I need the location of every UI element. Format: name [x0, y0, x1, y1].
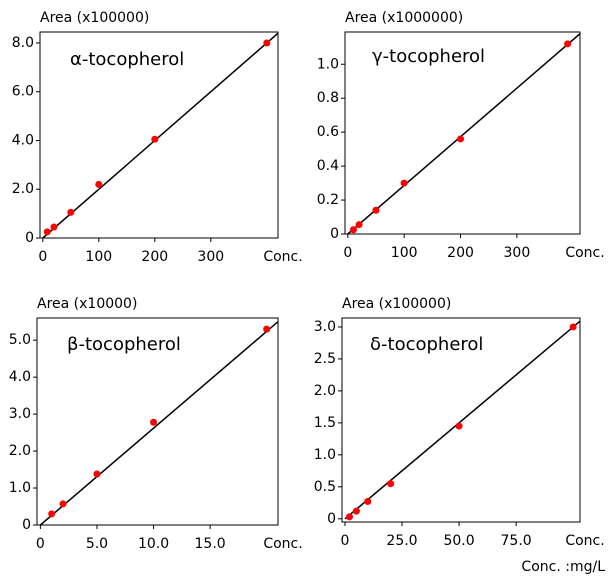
panel-title: γ-tocopherol: [372, 46, 485, 67]
y-tick-label: 0.4: [317, 158, 339, 174]
x-tick-label: 300: [197, 249, 224, 265]
fit-line: [347, 33, 580, 234]
data-point: [349, 226, 357, 234]
data-point: [457, 135, 465, 143]
y-tick-label: 1.0: [314, 447, 336, 463]
data-point: [50, 223, 58, 231]
data-point: [387, 480, 395, 488]
data-point: [352, 507, 360, 515]
panel: Area (x100000) Conc. α-tocopherol 0 2.0 4.0 6.…: [12, 10, 303, 265]
fit-line: [39, 321, 278, 525]
y-tick-label: 0.2: [317, 192, 339, 208]
x-axis-label: Conc.: [565, 533, 604, 549]
y-tick-label: 4.0: [9, 369, 31, 385]
data-point: [48, 510, 56, 518]
x-tick-label: 0: [36, 536, 45, 552]
plot-frame: [341, 317, 581, 523]
data-point: [564, 40, 572, 48]
panel-title: β-tocopherol: [67, 334, 181, 355]
x-tick-label: 0: [38, 249, 47, 265]
x-tick-label: 5.0: [86, 536, 108, 552]
y-tick-label: 2.0: [12, 181, 34, 197]
y-tick-label: 1.0: [317, 56, 339, 72]
x-tick-label: 100: [85, 249, 112, 265]
y-tick-label: 3.0: [9, 406, 31, 422]
y-axis-label: Area (x100000): [342, 296, 451, 312]
data-point: [355, 221, 363, 229]
data-point: [263, 39, 271, 47]
y-tick-label: 0.8: [317, 90, 339, 106]
fit-line: [344, 320, 580, 520]
x-tick-label: 300: [504, 245, 531, 261]
x-tick-label: 15.0: [195, 536, 226, 552]
panel: Area (x100000) Conc. δ-tocopherol 0 0.5 1.0 1.…: [314, 296, 605, 549]
x-axis-label: Conc.: [263, 249, 302, 265]
y-tick-label: 3.0: [314, 319, 336, 335]
x-tick-label: 200: [141, 249, 168, 265]
y-tick-label: 8.0: [12, 35, 34, 51]
y-tick-label: 1.0: [9, 480, 31, 496]
x-tick-label: 75.0: [501, 533, 532, 549]
panel-title: δ-tocopherol: [370, 334, 483, 355]
data-point: [95, 180, 103, 188]
data-point: [150, 418, 158, 426]
y-tick-label: 2.0: [9, 443, 31, 459]
y-axis-label: Area (x100000): [40, 10, 149, 26]
y-tick-label: 0: [330, 226, 339, 242]
plot-frame: [36, 317, 279, 526]
panel-title: α-tocopherol: [70, 49, 184, 70]
x-tick-label: 50.0: [443, 533, 474, 549]
x-axis-label: Conc.: [565, 245, 604, 261]
y-tick-label: 0: [327, 511, 336, 527]
data-point: [151, 135, 159, 143]
fit-line: [42, 32, 278, 238]
y-tick-label: 6.0: [12, 84, 34, 100]
y-tick-label: 5.0: [9, 332, 31, 348]
data-point: [400, 179, 408, 187]
y-axis-label: Area (x1000000): [345, 10, 463, 26]
plot-frame: [344, 31, 581, 235]
y-tick-label: 4.0: [12, 132, 34, 148]
x-tick-label: 200: [447, 245, 474, 261]
plot-frame: [39, 31, 279, 239]
x-tick-label: 0: [341, 533, 350, 549]
y-axis-label: Area (x10000): [37, 296, 137, 312]
data-point: [372, 206, 380, 214]
data-point: [263, 325, 271, 333]
panel: Area (x10000) Conc. β-tocopherol 0 1.0 2.0 3.0…: [9, 296, 303, 552]
data-point: [43, 228, 51, 236]
data-point: [346, 513, 354, 521]
x-tick-label: 10.0: [138, 536, 169, 552]
y-tick-label: 0.5: [314, 479, 336, 495]
data-point: [455, 422, 463, 430]
x-tick-label: 0: [343, 245, 352, 261]
y-tick-label: 2.5: [314, 351, 336, 367]
y-tick-label: 0.6: [317, 124, 339, 140]
x-tick-label: 100: [391, 245, 418, 261]
y-tick-label: 2.0: [314, 383, 336, 399]
footnote: Conc. :mg/L: [521, 559, 605, 575]
x-axis-label: Conc.: [263, 536, 302, 552]
data-point: [59, 500, 67, 508]
y-tick-label: 0: [25, 230, 34, 246]
y-tick-label: 0: [22, 517, 31, 533]
data-point: [93, 470, 101, 478]
panel: Area (x1000000) Conc. γ-tocopherol 0 0.2 0.4 0…: [317, 10, 605, 261]
x-tick-label: 25.0: [386, 533, 417, 549]
data-point: [364, 498, 372, 506]
y-tick-label: 1.5: [314, 415, 336, 431]
data-point: [67, 208, 75, 216]
data-point: [569, 323, 577, 331]
